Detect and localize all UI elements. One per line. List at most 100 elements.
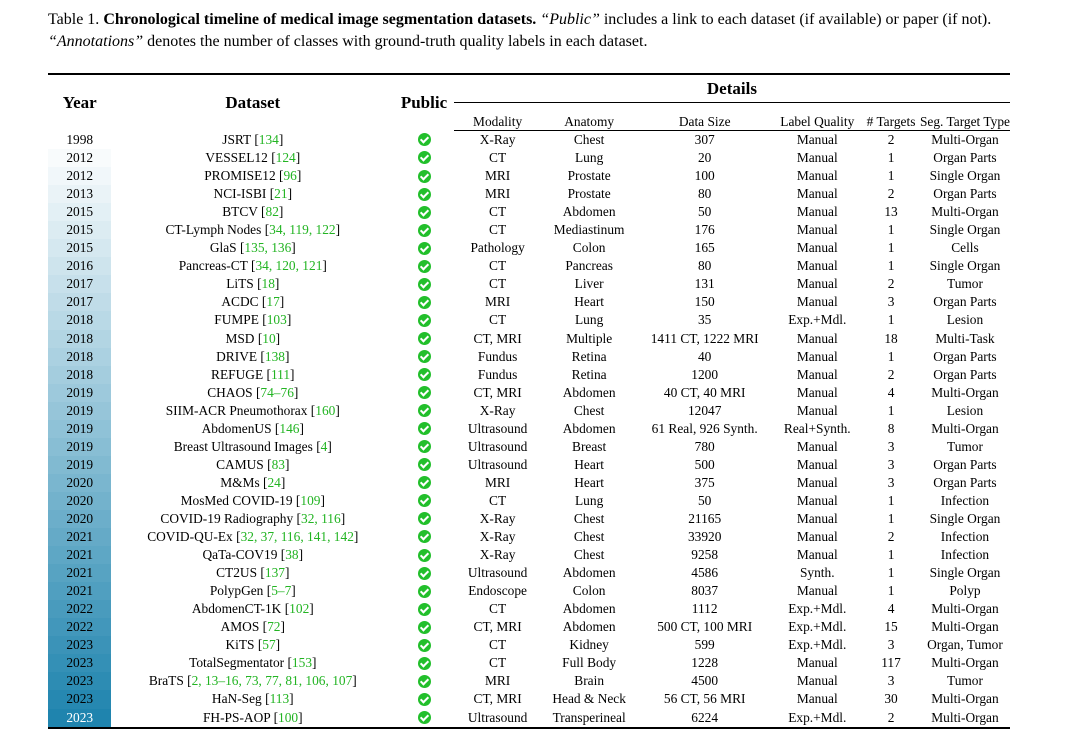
seg-type-cell: Multi-Organ (931, 420, 999, 436)
modality-cell: CT (489, 276, 507, 292)
dataset-refs-link[interactable]: 17 (266, 294, 280, 310)
caption-public-term: “Public” (540, 11, 600, 28)
dataset-name: TotalSegmentator (189, 655, 285, 671)
check-circle-icon[interactable] (417, 566, 431, 580)
check-circle-icon[interactable] (417, 602, 431, 616)
check-circle-icon[interactable] (417, 331, 431, 345)
modality-cell: CT, MRI (473, 619, 522, 635)
data-size-cell: 1200 (691, 366, 719, 382)
ref-bracket-open: [ (307, 402, 316, 418)
label-quality-cell: Manual (796, 402, 838, 418)
label-quality-cell: Manual (796, 150, 838, 166)
check-circle-icon[interactable] (417, 295, 431, 309)
dataset-refs-link[interactable]: 72 (267, 619, 281, 635)
dataset-refs-link[interactable]: 10 (262, 330, 276, 346)
dataset-refs-link[interactable]: 102 (289, 601, 310, 617)
dataset-refs-link[interactable]: 109 (300, 492, 321, 508)
check-circle-icon[interactable] (417, 313, 431, 327)
dataset-refs-link[interactable]: 146 (279, 420, 300, 436)
header-label-quality: Label Quality (772, 102, 863, 131)
dataset-cell: JSRT [134] (111, 131, 394, 150)
check-circle-icon[interactable] (417, 259, 431, 273)
seg-type-cell: Polyp (949, 583, 981, 599)
check-circle-icon[interactable] (417, 386, 431, 400)
check-circle-icon[interactable] (417, 656, 431, 670)
dataset-refs-link[interactable]: 124 (275, 150, 296, 166)
dataset-refs-link[interactable]: 38 (285, 547, 299, 563)
dataset-refs-link[interactable]: 32, 37, 116, 141, 142 (240, 529, 354, 545)
check-circle-icon[interactable] (417, 277, 431, 291)
ref-bracket-open: [ (261, 691, 270, 707)
dataset-refs-link[interactable]: 137 (264, 565, 285, 581)
ref-bracket-open: [ (270, 709, 279, 725)
ref-bracket-close: ] (278, 204, 284, 220)
check-circle-icon[interactable] (417, 440, 431, 454)
dataset-refs-link[interactable]: 160 (315, 402, 336, 418)
dataset-refs-link[interactable]: 135, 136 (244, 240, 292, 256)
check-circle-icon[interactable] (417, 638, 431, 652)
seg-type-cell: Single Organ (929, 168, 1001, 184)
dataset-refs-link[interactable]: 134 (258, 131, 279, 147)
table-row: 2013 NCI-ISBI [21] MRI Prostate 80 Manual 2 Org… (48, 185, 1010, 204)
dataset-name: REFUGE (211, 366, 264, 382)
ref-bracket-close: ] (275, 637, 281, 653)
check-circle-icon[interactable] (417, 422, 431, 436)
check-circle-icon[interactable] (417, 350, 431, 363)
check-circle-icon[interactable] (417, 223, 431, 237)
dataset-refs-link[interactable]: 5–7 (271, 583, 292, 599)
check-circle-icon[interactable] (417, 512, 431, 526)
header-targets: # Targets (862, 102, 920, 131)
dataset-refs-link[interactable]: 111 (270, 366, 291, 382)
dataset-refs-link[interactable]: 34, 120, 121 (255, 258, 323, 274)
check-circle-icon[interactable] (417, 584, 431, 598)
dataset-refs-link[interactable]: 4 (320, 438, 328, 454)
dataset-refs-link[interactable]: 100 (278, 709, 299, 725)
dataset-refs-link[interactable]: 74–76 (260, 384, 294, 400)
check-circle-icon[interactable] (417, 530, 431, 544)
check-circle-icon[interactable] (417, 458, 431, 472)
dataset-refs-link[interactable]: 138 (264, 348, 285, 364)
dataset-refs-link[interactable]: 103 (266, 312, 287, 328)
dataset-refs-link[interactable]: 2, 13–16, 73, 77, 81, 106, 107 (191, 673, 353, 689)
dataset-refs-link[interactable]: 96 (283, 168, 297, 184)
dataset-refs-link[interactable]: 24 (267, 474, 281, 490)
label-quality-cell: Manual (796, 132, 838, 148)
year-cell: 2018 (48, 365, 112, 384)
dataset-name: GlaS (209, 240, 237, 256)
dataset-refs-link[interactable]: 34, 119, 122 (269, 222, 336, 238)
check-circle-icon[interactable] (417, 476, 431, 490)
seg-type-cell: Multi-Organ (931, 709, 999, 725)
dataset-refs-link[interactable]: 153 (291, 655, 313, 671)
check-circle-icon[interactable] (417, 674, 431, 688)
check-circle-icon[interactable] (417, 710, 431, 724)
dataset-refs-link[interactable]: 32, 116 (301, 511, 341, 526)
check-circle-icon[interactable] (417, 692, 431, 706)
dataset-refs-link[interactable]: 57 (262, 637, 276, 653)
data-size-cell: 500 (694, 456, 715, 472)
table-row: 2020 M&Ms [24] MRI Heart 375 Manual 3 Organ Par… (48, 473, 1010, 492)
caption-annotations-desc: denotes the number of classes with groun… (143, 33, 648, 50)
check-circle-icon[interactable] (417, 620, 431, 634)
dataset-refs-link[interactable]: 83 (271, 456, 285, 472)
public-cell (394, 546, 454, 564)
caption-title: Chronological timeline of medical image … (103, 11, 537, 28)
dataset-refs-link[interactable]: 21 (274, 186, 288, 202)
check-circle-icon[interactable] (417, 494, 431, 508)
check-circle-icon[interactable] (417, 404, 431, 418)
modality-cell: CT, MRI (473, 384, 522, 400)
targets-cell: 2 (887, 366, 895, 382)
ref-bracket-close: ] (290, 366, 295, 382)
check-circle-icon[interactable] (417, 151, 431, 165)
check-circle-icon[interactable] (417, 187, 431, 201)
check-circle-icon[interactable] (417, 368, 431, 382)
check-circle-icon[interactable] (417, 548, 431, 562)
year-cell: 2023 (48, 654, 112, 673)
check-circle-icon[interactable] (417, 169, 431, 183)
dataset-refs-link[interactable]: 113 (269, 691, 290, 707)
data-size-cell: 150 (694, 294, 715, 310)
dataset-refs-link[interactable]: 18 (261, 276, 275, 292)
dataset-refs-link[interactable]: 82 (265, 204, 279, 220)
check-circle-icon[interactable] (417, 133, 431, 147)
check-circle-icon[interactable] (417, 205, 431, 219)
check-circle-icon[interactable] (417, 241, 431, 255)
